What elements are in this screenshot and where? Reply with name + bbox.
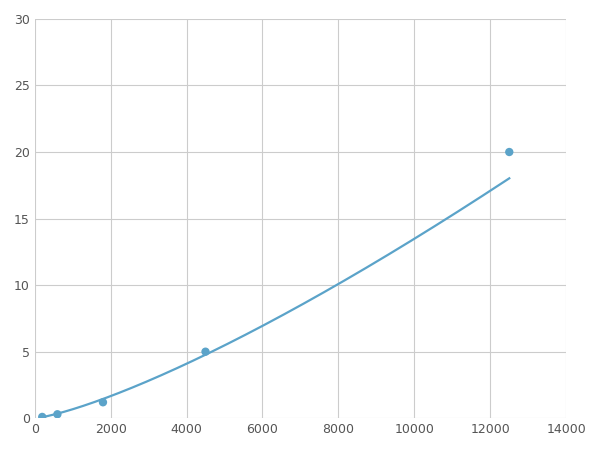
Point	[53, 411, 62, 418]
Point	[98, 399, 108, 406]
Point	[505, 148, 514, 156]
Point	[37, 413, 47, 420]
Point	[201, 348, 211, 356]
